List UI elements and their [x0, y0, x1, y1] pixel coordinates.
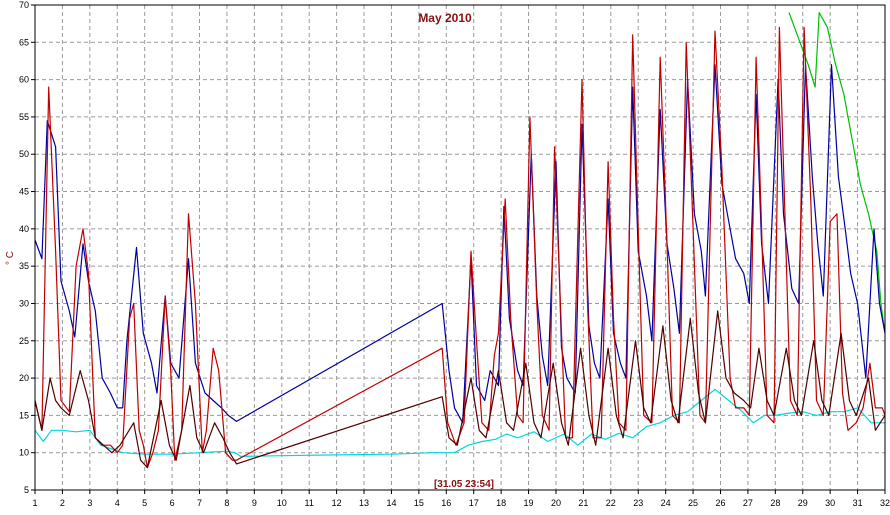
- x-tick-label: 24: [661, 498, 671, 508]
- y-tick-label: 20: [19, 373, 29, 383]
- x-tick-label: 6: [170, 498, 175, 508]
- x-tick-label: 1: [32, 498, 37, 508]
- series-line-5: [34, 310, 886, 469]
- y-tick-label: 5: [24, 485, 29, 495]
- x-tick-label: 29: [798, 498, 808, 508]
- plot-frame: [34, 4, 886, 491]
- y-axis-ticks: 5 10 15 20 25 30 35 40 45 50 55 60 65 70: [19, 0, 35, 495]
- y-tick-label: 50: [19, 149, 29, 159]
- series-layer: [34, 11, 886, 469]
- x-tick-label: 22: [606, 498, 616, 508]
- x-tick-label: 2: [60, 498, 65, 508]
- x-tick-label: 5: [142, 498, 147, 508]
- y-tick-label: 25: [19, 336, 29, 346]
- x-tick-label: 25: [688, 498, 698, 508]
- x-tick-label: 27: [743, 498, 753, 508]
- series-line-4: [34, 26, 886, 469]
- x-tick-label: 4: [115, 498, 120, 508]
- y-tick-label: 60: [19, 75, 29, 85]
- x-tick-label: 11: [305, 498, 314, 508]
- series-line-1: [34, 388, 885, 457]
- x-tick-label: 20: [551, 498, 561, 508]
- x-tick-label: 3: [87, 498, 92, 508]
- series-line-3: [34, 64, 886, 424]
- x-tick-label: 19: [524, 498, 534, 508]
- x-tick-label: 30: [825, 498, 835, 508]
- x-tick-label: 13: [359, 498, 369, 508]
- x-tick-label: 16: [441, 498, 451, 508]
- x-tick-label: 17: [469, 498, 479, 508]
- y-tick-label: 55: [19, 112, 29, 122]
- timestamp-label: [31.05 23:54]: [434, 479, 494, 490]
- x-tick-label: 8: [224, 498, 229, 508]
- x-tick-label: 12: [332, 498, 342, 508]
- y-tick-label: 35: [19, 261, 29, 271]
- x-tick-label: 21: [578, 498, 588, 508]
- x-tick-label: 14: [386, 498, 396, 508]
- x-axis-ticks: 1 2 3 4 5 6 7 8 9 10 11 12 13 14 15 16 17 18 19 20 21 22 23 24 2…: [32, 490, 890, 508]
- y-tick-label: 70: [19, 0, 29, 10]
- y-tick-label: 65: [19, 37, 29, 47]
- y-tick-label: 40: [19, 224, 29, 234]
- y-tick-label: 10: [19, 448, 29, 458]
- y-tick-label: 30: [19, 298, 29, 308]
- x-tick-label: 31: [853, 498, 863, 508]
- axes: [34, 4, 886, 491]
- x-tick-label: 23: [633, 498, 643, 508]
- y-axis-label: ° C: [5, 251, 16, 265]
- x-tick-label: 7: [197, 498, 202, 508]
- y-tick-label: 15: [19, 410, 29, 420]
- chart-title: May 2010: [418, 11, 472, 25]
- x-tick-label: 10: [277, 498, 287, 508]
- x-tick-label: 15: [414, 498, 424, 508]
- x-tick-label: 9: [252, 498, 257, 508]
- x-tick-label: 18: [496, 498, 506, 508]
- x-tick-label: 28: [770, 498, 780, 508]
- y-tick-label: 45: [19, 187, 29, 197]
- x-tick-label: 32: [880, 498, 890, 508]
- x-tick-label: 26: [715, 498, 725, 508]
